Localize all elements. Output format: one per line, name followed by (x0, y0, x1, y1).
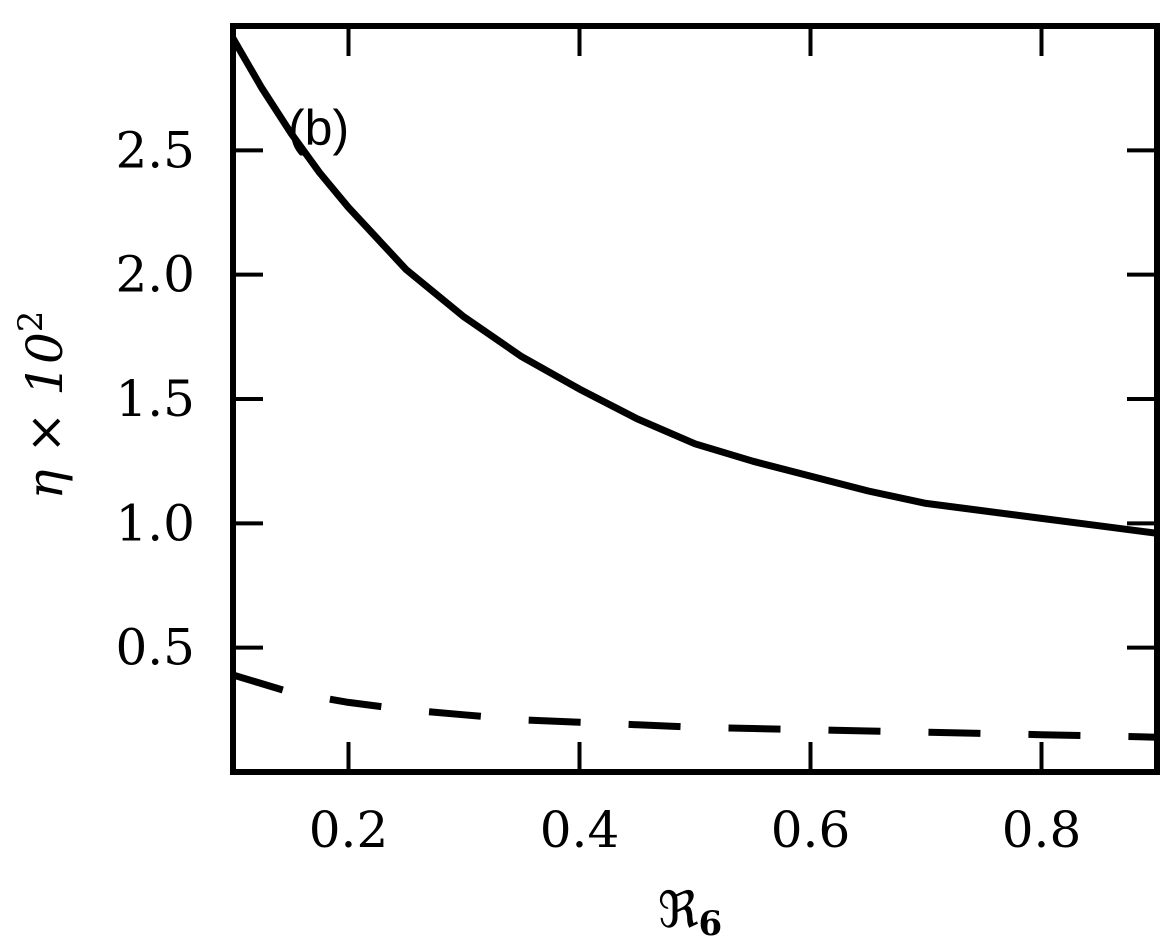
axis-ticks: 0.2 0.4 0.6 0.8 0.5 1.0 1.5 2.0 2.5 (115, 26, 1157, 859)
y-tick-label: 2.0 (115, 246, 195, 304)
plot-area (233, 36, 1157, 741)
y-axis-title-main: η × 10 (16, 332, 74, 499)
x-axis-title: ℜ6 (658, 881, 722, 944)
y-tick-label: 1.0 (115, 494, 195, 552)
x-tick-label: 0.4 (540, 801, 620, 859)
y-tick-label: 0.5 (115, 619, 195, 677)
series-line-solid (233, 36, 1157, 537)
y-tick-label: 1.5 (115, 370, 195, 428)
series-line-dashed (233, 671, 1157, 741)
y-axis-title: η × 102 (11, 311, 74, 500)
x-tick-label: 0.2 (309, 801, 389, 859)
x-axis-title-subscript: 6 (699, 904, 723, 944)
x-axis-title-main: ℜ (658, 881, 699, 939)
x-tick-label: 0.6 (771, 801, 851, 859)
x-tick-label: 0.8 (1002, 801, 1082, 859)
y-tick-label: 2.5 (115, 121, 195, 179)
panel-label: (b) (288, 100, 349, 156)
y-axis-title-superscript: 2 (11, 311, 51, 333)
plot-frame (230, 23, 1160, 775)
